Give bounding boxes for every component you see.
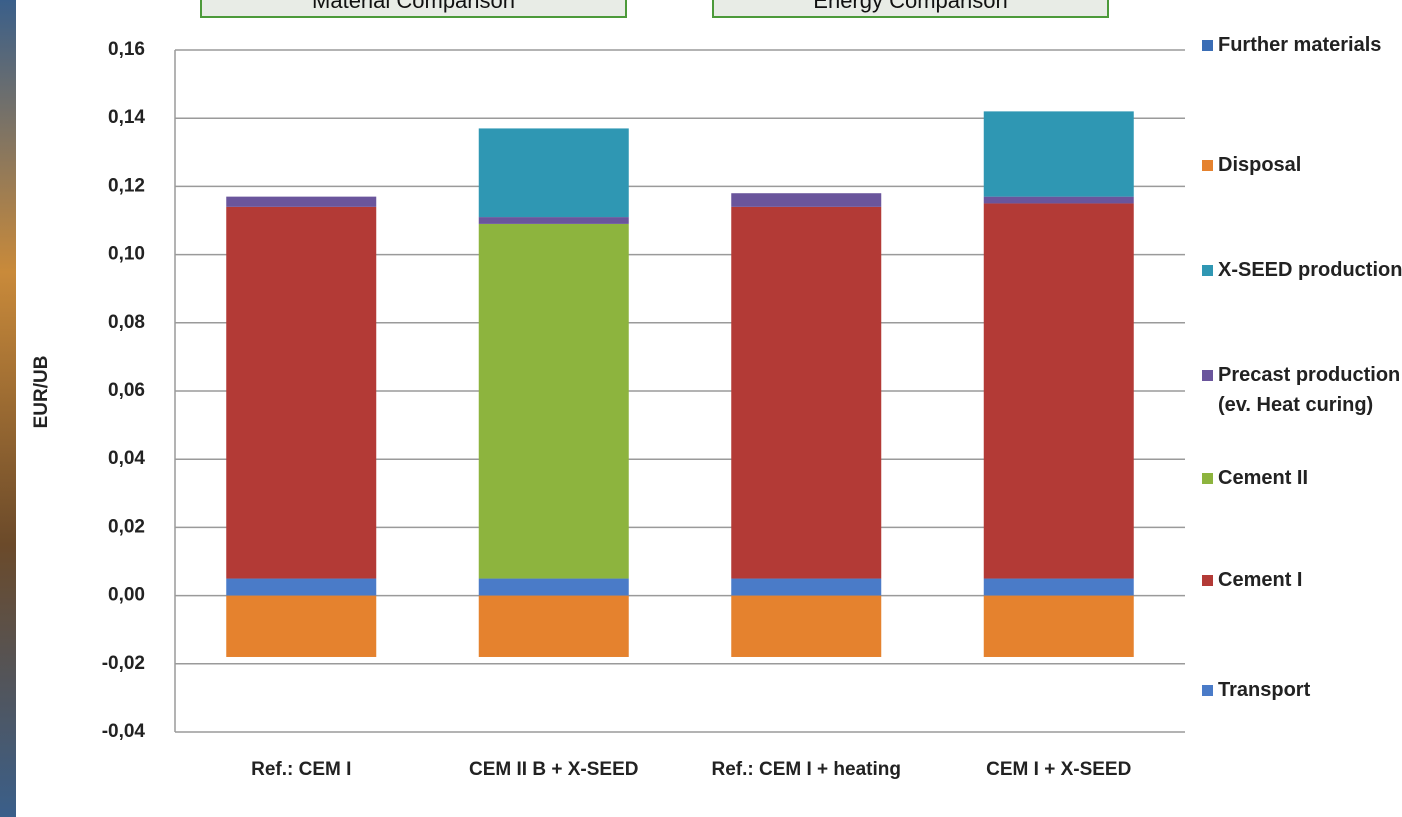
tab[interactable]: Material Comparison — [200, 0, 627, 18]
legend-swatch — [1202, 160, 1213, 171]
x-tick-label: CEM II B + X-SEED — [469, 759, 638, 780]
legend-swatch — [1202, 370, 1213, 381]
x-tick-label: Ref.: CEM I + heating — [712, 759, 902, 780]
legend-swatch — [1202, 265, 1213, 276]
legend-entry: Cement I — [1202, 565, 1402, 595]
legend-label: X-SEED production — [1218, 259, 1402, 281]
legend-entry: Disposal — [1202, 150, 1402, 180]
y-tick-label: 0,12 — [108, 175, 145, 196]
bar-segment — [983, 203, 1134, 579]
y-tick-label: 0,06 — [108, 380, 145, 401]
bar-segment — [731, 193, 882, 207]
legend-label: Precast production (ev. Heat curing) — [1218, 364, 1401, 416]
bar-segment — [983, 578, 1134, 596]
legend-swatch — [1202, 685, 1213, 696]
bar-segment — [226, 595, 377, 657]
legend-entry: Precast production (ev. Heat curing) — [1202, 360, 1402, 420]
y-tick-label: -0,04 — [102, 721, 146, 742]
bar-segment — [478, 223, 629, 579]
legend-entry: X-SEED production — [1202, 255, 1402, 285]
legend-swatch — [1202, 575, 1213, 586]
bar-segment — [983, 196, 1134, 204]
y-tick-label: -0,02 — [102, 653, 145, 674]
tab[interactable]: Energy Comparison — [712, 0, 1109, 18]
y-tick-label: 0,14 — [108, 107, 145, 128]
y-tick-label: 0,10 — [108, 244, 145, 265]
legend-entry: Further materials — [1202, 30, 1402, 60]
bar-segment — [731, 578, 882, 596]
bar-segment — [983, 111, 1134, 197]
legend-swatch — [1202, 40, 1213, 51]
x-tick-label: CEM I + X-SEED — [986, 759, 1131, 780]
bar-segment — [478, 217, 629, 224]
bar-segment — [226, 196, 377, 207]
bar-segment — [226, 206, 377, 579]
legend-entry: Cement II — [1202, 463, 1402, 493]
legend-label: Cement II — [1218, 467, 1309, 489]
legend-label: Further materials — [1218, 34, 1382, 56]
y-tick-label: 0,04 — [108, 448, 145, 469]
legend-swatch — [1202, 473, 1213, 484]
bar-segment — [983, 595, 1134, 657]
legend-entry: Transport — [1202, 675, 1402, 705]
y-axis-label: EUR/UB — [31, 356, 52, 429]
bar-segment — [731, 206, 882, 579]
bar-segment — [478, 595, 629, 657]
y-tick-label: 0,00 — [108, 585, 145, 606]
y-tick-label: 0,08 — [108, 312, 145, 333]
bar-segment — [226, 578, 377, 596]
legend-label: Disposal — [1218, 154, 1302, 176]
y-tick-label: 0,16 — [108, 39, 145, 60]
bar-segment — [731, 595, 882, 657]
bar-segment — [478, 578, 629, 596]
y-tick-label: 0,02 — [108, 516, 145, 537]
left-strip — [0, 0, 16, 817]
legend-label: Cement I — [1218, 569, 1303, 591]
legend-label: Transport — [1218, 679, 1311, 701]
bar-segment — [478, 128, 629, 218]
x-tick-label: Ref.: CEM I — [251, 759, 351, 780]
